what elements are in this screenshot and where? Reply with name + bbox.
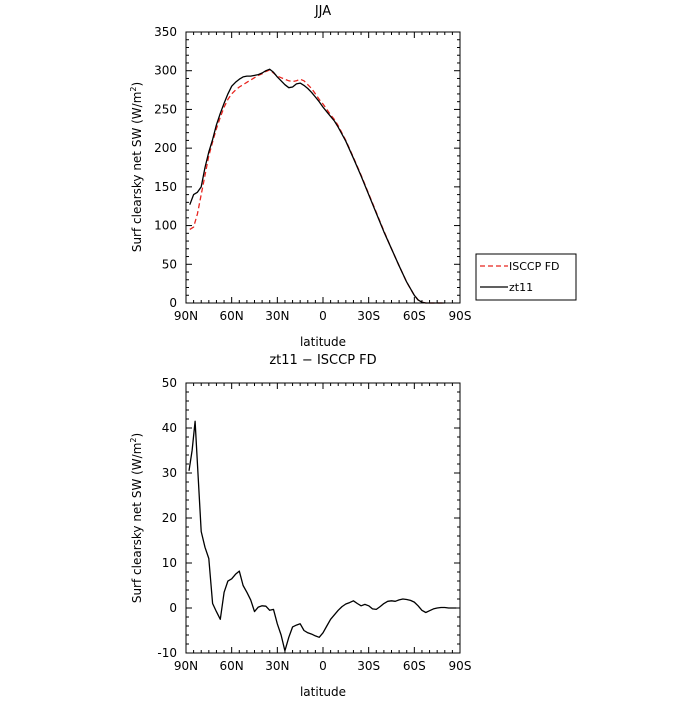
bottom-x-axis-label: latitude xyxy=(300,685,346,699)
x-tick-label: 30N xyxy=(265,659,289,673)
y-tick-label: 40 xyxy=(162,421,177,435)
x-tick-label: 60S xyxy=(403,309,426,323)
bottom-y-axis-label: Surf clearsky net SW (W/m2) xyxy=(129,433,144,603)
y-tick-label: 200 xyxy=(154,141,177,155)
x-tick-label: 30N xyxy=(265,309,289,323)
bottom-series xyxy=(188,420,457,652)
x-tick-label: 90S xyxy=(449,309,472,323)
bottom-y-axis-label-main: Surf clearsky net SW (W/m xyxy=(130,443,144,604)
x-tick-label: 0 xyxy=(319,659,327,673)
y-tick-label: -10 xyxy=(157,646,177,660)
y-tick-label: 0 xyxy=(169,601,177,615)
top-panel: JJA latitude Surf clearsky net SW (W/m2)… xyxy=(129,4,471,349)
x-tick-label: 30S xyxy=(357,659,380,673)
y-tick-label: 300 xyxy=(154,64,177,78)
y-tick-label: 10 xyxy=(162,556,177,570)
x-tick-label: 30S xyxy=(357,309,380,323)
top-chart-title: JJA xyxy=(314,4,331,19)
top-x-axis-label: latitude xyxy=(300,335,346,349)
top-y-axis-label-end: ) xyxy=(130,82,144,87)
x-tick-label: 60N xyxy=(220,309,244,323)
legend-label-zt11: zt11 xyxy=(509,281,533,294)
bottom-panel: zt11 − ISCCP FD latitude Surf clearsky n… xyxy=(129,353,471,699)
series-line-isccp-fd xyxy=(189,69,445,304)
series-line-difference-0 xyxy=(188,420,457,652)
y-tick-label: 250 xyxy=(154,102,177,116)
legend-label-isccp-fd: ISCCP FD xyxy=(509,260,560,273)
legend-box xyxy=(475,253,577,301)
bottom-y-axis-label-end: ) xyxy=(130,433,144,438)
top-plot-frame xyxy=(185,31,461,304)
top-axes: 90N 60N 30N 0 30S 60S 90S 0 50 100 150 200 250 300 350 xyxy=(154,25,471,323)
y-tick-label: 20 xyxy=(162,511,177,525)
y-tick-label: 50 xyxy=(162,257,177,271)
x-tick-label: 90N xyxy=(174,309,198,323)
legend: ISCCP FD zt11 xyxy=(475,253,577,301)
bottom-y-axis-label-sup: 2 xyxy=(129,438,138,443)
top-series xyxy=(189,68,445,304)
y-tick-label: 30 xyxy=(162,466,177,480)
y-tick-label: 350 xyxy=(154,25,177,39)
x-tick-label: 60N xyxy=(220,659,244,673)
y-tick-label: 50 xyxy=(162,376,177,390)
y-tick-label: 150 xyxy=(154,180,177,194)
bottom-chart-title: zt11 − ISCCP FD xyxy=(269,353,376,368)
bottom-axes: 90N 60N 30N 0 30S 60S 90S -10 0 10 20 30 40 50 xyxy=(157,376,471,673)
y-tick-label: 0 xyxy=(169,296,177,310)
top-y-axis-label-sup: 2 xyxy=(129,87,138,92)
y-tick-label: 100 xyxy=(154,219,177,233)
top-y-axis-label-main: Surf clearsky net SW (W/m xyxy=(130,92,144,253)
x-tick-label: 90S xyxy=(449,659,472,673)
x-tick-label: 90N xyxy=(174,659,198,673)
top-y-axis-label: Surf clearsky net SW (W/m2) xyxy=(129,82,144,252)
x-tick-label: 60S xyxy=(403,659,426,673)
series-line-zt11 xyxy=(189,68,445,304)
x-tick-label: 0 xyxy=(319,309,327,323)
bottom-plot-frame xyxy=(185,382,461,654)
